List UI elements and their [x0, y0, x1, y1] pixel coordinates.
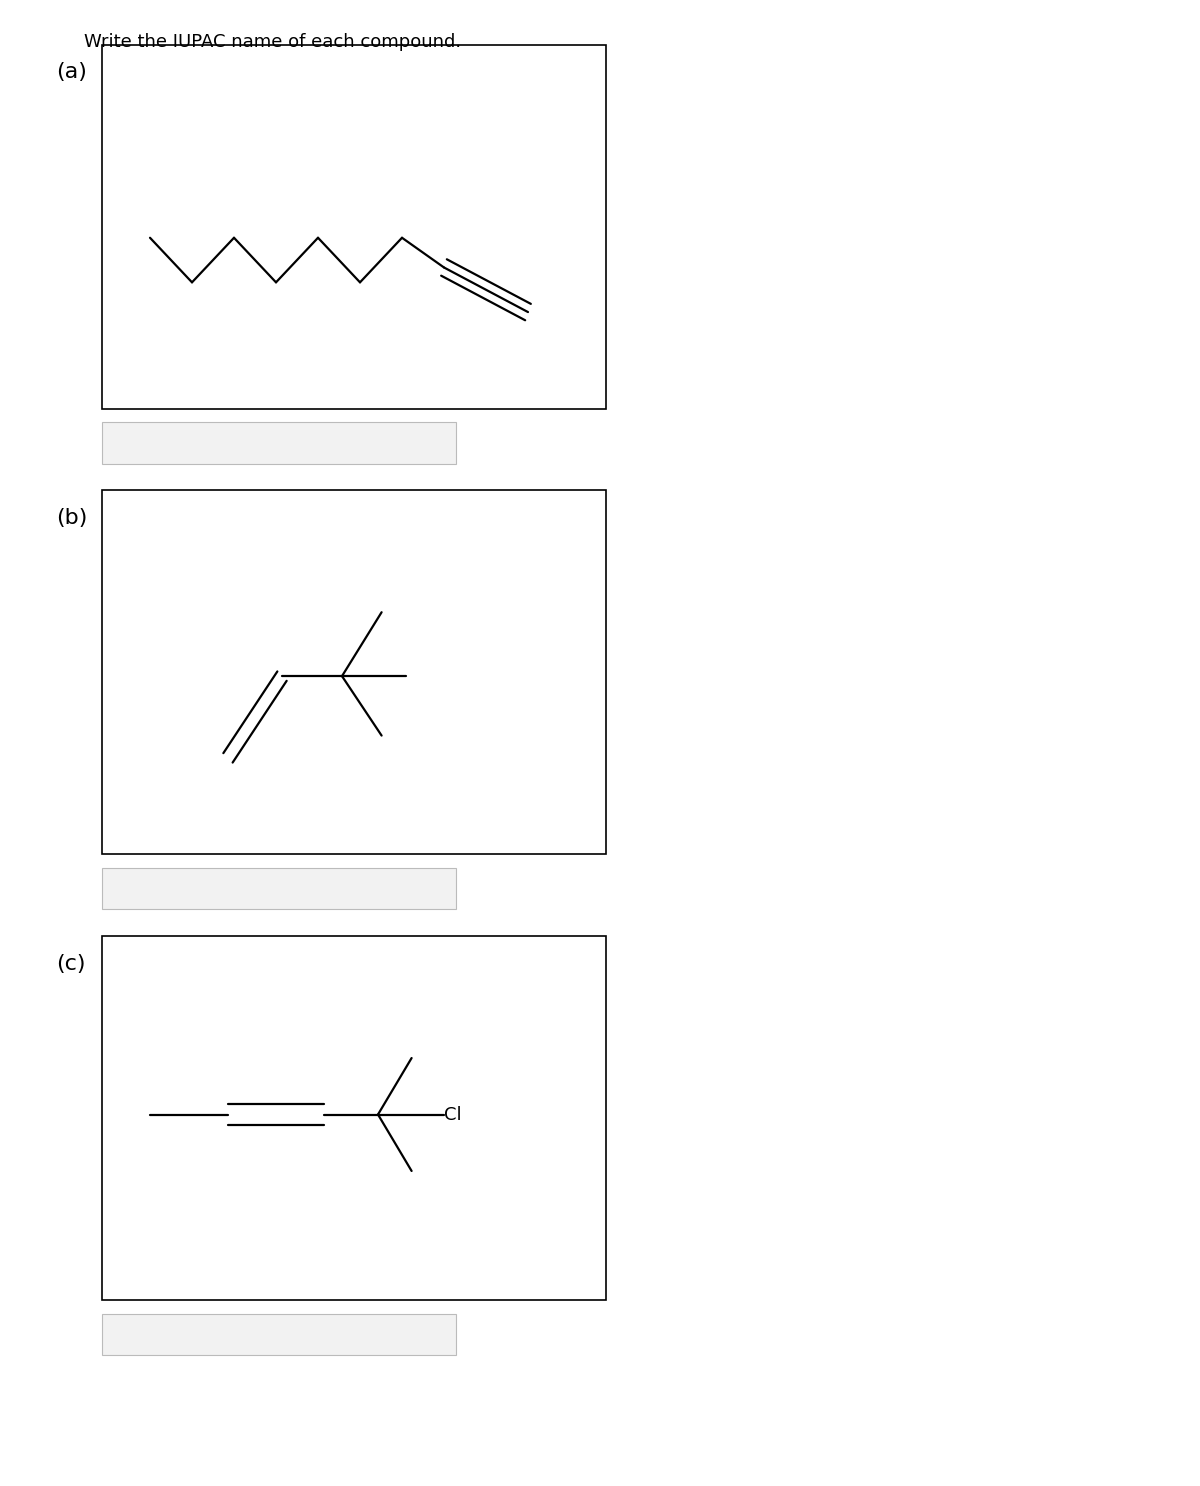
- Text: (b): (b): [56, 508, 88, 528]
- Text: Write the IUPAC name of each compound.: Write the IUPAC name of each compound.: [84, 33, 461, 51]
- Text: (a): (a): [56, 62, 88, 82]
- Bar: [102, 936, 606, 1300]
- Bar: [102, 45, 606, 409]
- Bar: [102, 1314, 456, 1355]
- Bar: [102, 868, 456, 909]
- Text: Cl: Cl: [444, 1106, 462, 1123]
- Bar: [102, 422, 456, 464]
- Bar: [102, 490, 606, 854]
- Text: (c): (c): [56, 954, 86, 973]
